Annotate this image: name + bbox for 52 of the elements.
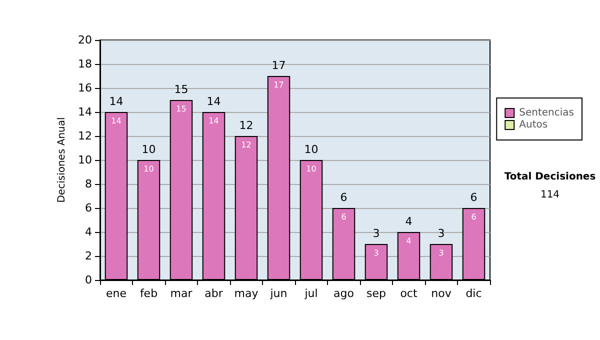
y-tick-label: 18 bbox=[78, 58, 92, 70]
data-label: 10 bbox=[306, 164, 316, 174]
data-label: 6 bbox=[471, 212, 476, 222]
y-tick-label: 16 bbox=[78, 82, 92, 94]
x-tick-label: sep bbox=[366, 287, 386, 300]
data-label: 4 bbox=[406, 236, 412, 246]
y-tick-label: 2 bbox=[85, 250, 92, 262]
total-label: 17 bbox=[272, 59, 286, 72]
legend-label: Sentencias bbox=[519, 108, 574, 118]
total-label: 12 bbox=[239, 119, 254, 132]
data-label: 3 bbox=[438, 248, 444, 258]
data-label: 14 bbox=[208, 116, 219, 126]
total-label: 3 bbox=[372, 227, 380, 240]
x-tick-label: ene bbox=[106, 287, 127, 300]
x-tick-label: abr bbox=[204, 287, 224, 300]
data-label: 14 bbox=[111, 116, 122, 126]
y-tick-label: 0 bbox=[85, 274, 92, 286]
x-tick-label: dic bbox=[466, 287, 482, 300]
x-tick-label: oct bbox=[400, 287, 418, 300]
y-tick-label: 4 bbox=[85, 226, 92, 238]
total-label: 14 bbox=[206, 95, 221, 108]
x-tick-label: mar bbox=[170, 287, 193, 300]
y-tick-label: 20 bbox=[78, 34, 92, 46]
data-label: 12 bbox=[241, 140, 252, 150]
total-label: 3 bbox=[438, 227, 445, 240]
data-label: 17 bbox=[274, 80, 284, 90]
data-label: 10 bbox=[144, 164, 154, 174]
y-tick-label: 8 bbox=[85, 178, 92, 190]
x-tick-label: feb bbox=[140, 287, 158, 300]
y-tick-label: 12 bbox=[78, 130, 92, 142]
x-tick-label: jun bbox=[269, 287, 288, 300]
data-label: 15 bbox=[176, 104, 186, 114]
x-tick-label: ago bbox=[334, 287, 354, 300]
x-tick-label: may bbox=[234, 287, 259, 300]
text: Total Decisiones bbox=[504, 172, 596, 182]
data-label: 3 bbox=[374, 248, 379, 258]
x-tick-label: nov bbox=[431, 287, 452, 300]
total-label: 6 bbox=[340, 191, 348, 204]
total-label: 14 bbox=[109, 95, 124, 108]
total-label: 10 bbox=[304, 143, 318, 156]
legend-label: Autos bbox=[519, 120, 548, 130]
total-label: 6 bbox=[470, 191, 478, 204]
y-tick-label: 10 bbox=[78, 154, 92, 166]
y-tick-label: 14 bbox=[78, 106, 92, 118]
total-label: 10 bbox=[142, 143, 156, 156]
total-label: 4 bbox=[405, 215, 412, 228]
text: 114 bbox=[540, 190, 560, 200]
y-axis-title: Decisiones Anual bbox=[56, 117, 68, 203]
y-tick-label: 6 bbox=[85, 202, 92, 214]
x-tick-label: jul bbox=[304, 287, 318, 300]
total-label: 15 bbox=[174, 83, 188, 96]
data-label: 6 bbox=[341, 212, 346, 222]
